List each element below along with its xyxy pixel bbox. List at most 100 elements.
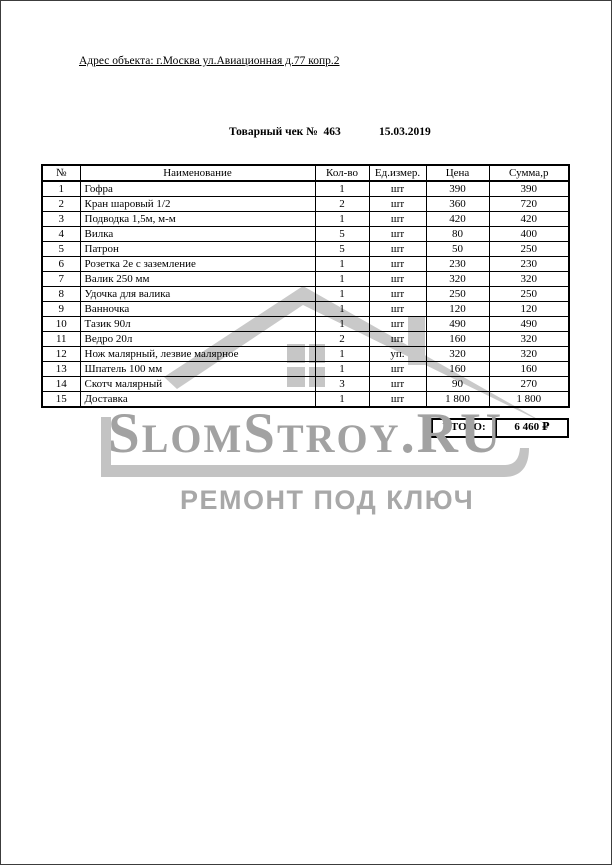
item-sum: 250	[488, 286, 570, 302]
item-unit: шт	[368, 226, 427, 242]
item-quantity: 1	[314, 361, 370, 377]
col-header-name: Наименование	[79, 164, 316, 182]
item-quantity: 1	[314, 256, 370, 272]
receipt-title: Товарный чек № 463	[229, 126, 341, 138]
table-row: 12 Нож малярный, лезвие малярное 1 уп. 3…	[41, 346, 570, 362]
item-number: 10	[41, 316, 81, 332]
item-price: 490	[425, 316, 490, 332]
table-header-row: № Наименование Кол-во Ед.измер. Цена Сум…	[41, 164, 570, 182]
item-quantity: 5	[314, 241, 370, 257]
item-number: 7	[41, 271, 81, 287]
item-name: Тазик 90л	[79, 316, 316, 332]
item-name: Вилка	[79, 226, 316, 242]
logo-letters: LOM	[141, 416, 244, 461]
table-row: 15 Доставка 1 шт 1 800 1 800	[41, 391, 570, 408]
table-row: 7 Валик 250 мм 1 шт 320 320	[41, 271, 570, 287]
logo-bracket-icon	[101, 417, 529, 477]
item-price: 1 800	[425, 391, 490, 408]
item-quantity: 1	[314, 286, 370, 302]
items-table: № Наименование Кол-во Ед.измер. Цена Сум…	[41, 164, 570, 408]
item-name: Доставка	[79, 391, 316, 408]
item-price: 250	[425, 286, 490, 302]
item-price: 120	[425, 301, 490, 317]
item-quantity: 1	[314, 301, 370, 317]
item-price: 390	[425, 180, 490, 197]
item-name: Нож малярный, лезвие малярное	[79, 346, 316, 362]
item-number: 1	[41, 180, 81, 197]
item-name: Шпатель 100 мм	[79, 361, 316, 377]
table-row: 5 Патрон 5 шт 50 250	[41, 241, 570, 257]
table-row: 2 Кран шаровый 1/2 2 шт 360 720	[41, 196, 570, 212]
item-price: 160	[425, 331, 490, 347]
item-price: 90	[425, 376, 490, 392]
item-unit: шт	[368, 211, 427, 227]
item-sum: 1 800	[488, 391, 570, 408]
item-unit: шт	[368, 391, 427, 408]
item-name: Удочка для валика	[79, 286, 316, 302]
col-header-unit: Ед.измер.	[368, 164, 427, 182]
item-quantity: 5	[314, 226, 370, 242]
item-sum: 320	[488, 271, 570, 287]
table-row: 4 Вилка 5 шт 80 400	[41, 226, 570, 242]
item-unit: шт	[368, 180, 427, 197]
item-number: 13	[41, 361, 81, 377]
item-number: 4	[41, 226, 81, 242]
table-row: 13 Шпатель 100 мм 1 шт 160 160	[41, 361, 570, 377]
item-price: 360	[425, 196, 490, 212]
item-number: 14	[41, 376, 81, 392]
item-price: 50	[425, 241, 490, 257]
item-unit: шт	[368, 331, 427, 347]
item-price: 320	[425, 271, 490, 287]
item-unit: шт	[368, 361, 427, 377]
table-row: 10 Тазик 90л 1 шт 490 490	[41, 316, 570, 332]
item-number: 15	[41, 391, 81, 408]
logo-tagline: РЕМОНТ ПОД КЛЮЧ	[180, 485, 475, 515]
item-name: Подводка 1,5м, м-м	[79, 211, 316, 227]
item-number: 3	[41, 211, 81, 227]
col-header-num: №	[41, 164, 81, 182]
total-box: ИТОГО: 6 460 ₽	[431, 418, 569, 438]
logo-letter: S	[108, 402, 142, 465]
item-price: 80	[425, 226, 490, 242]
item-quantity: 3	[314, 376, 370, 392]
item-price: 420	[425, 211, 490, 227]
item-sum: 400	[488, 226, 570, 242]
item-number: 6	[41, 256, 81, 272]
item-sum: 320	[488, 331, 570, 347]
table-row: 9 Ванночка 1 шт 120 120	[41, 301, 570, 317]
item-unit: шт	[368, 316, 427, 332]
logo-letter: S	[243, 402, 277, 465]
item-number: 2	[41, 196, 81, 212]
item-price: 160	[425, 361, 490, 377]
item-name: Валик 250 мм	[79, 271, 316, 287]
item-quantity: 1	[314, 211, 370, 227]
item-sum: 250	[488, 241, 570, 257]
item-sum: 320	[488, 346, 570, 362]
table-row: 11 Ведро 20л 2 шт 160 320	[41, 331, 570, 347]
item-name: Гофра	[79, 180, 316, 197]
item-sum: 120	[488, 301, 570, 317]
item-quantity: 1	[314, 271, 370, 287]
total-value: 6 460 ₽	[514, 421, 550, 433]
item-number: 12	[41, 346, 81, 362]
item-number: 8	[41, 286, 81, 302]
item-number: 9	[41, 301, 81, 317]
item-sum: 720	[488, 196, 570, 212]
item-price: 230	[425, 256, 490, 272]
item-name: Розетка 2е с заземление	[79, 256, 316, 272]
item-quantity: 2	[314, 196, 370, 212]
item-unit: шт	[368, 376, 427, 392]
receipt-date: 15.03.2019	[379, 126, 431, 138]
item-name: Патрон	[79, 241, 316, 257]
item-unit: шт	[368, 241, 427, 257]
item-sum: 390	[488, 180, 570, 197]
object-address-line: Адрес объекта: г.Москва ул.Авиационная д…	[79, 55, 340, 67]
item-sum: 490	[488, 316, 570, 332]
item-unit: шт	[368, 256, 427, 272]
item-name: Скотч малярный	[79, 376, 316, 392]
item-unit: шт	[368, 301, 427, 317]
total-label: ИТОГО:	[433, 420, 497, 436]
item-price: 320	[425, 346, 490, 362]
item-quantity: 1	[314, 180, 370, 197]
